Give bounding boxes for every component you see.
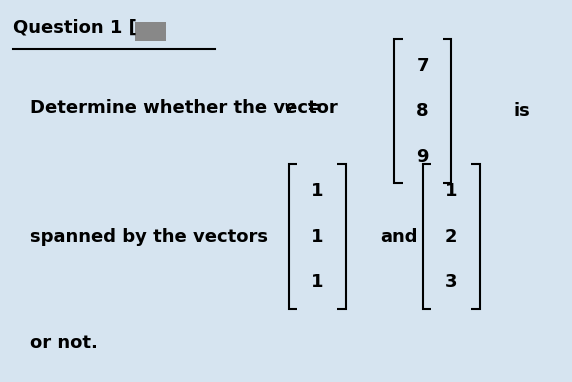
Text: 3: 3 <box>445 273 458 291</box>
Text: 9: 9 <box>416 148 429 166</box>
Text: Question 1 [: Question 1 [ <box>13 19 137 37</box>
Text: =: = <box>306 99 321 117</box>
Text: 1: 1 <box>311 228 324 246</box>
Text: 7: 7 <box>416 57 429 75</box>
FancyBboxPatch shape <box>135 22 166 41</box>
Text: spanned by the vectors: spanned by the vectors <box>30 228 268 246</box>
Text: and: and <box>380 228 418 246</box>
Text: or not.: or not. <box>30 334 98 352</box>
Text: Determine whether the vector: Determine whether the vector <box>30 99 344 117</box>
Text: 1: 1 <box>311 182 324 200</box>
Text: $v$: $v$ <box>283 99 296 117</box>
Text: 1: 1 <box>311 273 324 291</box>
Text: is: is <box>514 102 530 120</box>
Text: 8: 8 <box>416 102 429 120</box>
Text: 2: 2 <box>445 228 458 246</box>
Text: 1: 1 <box>445 182 458 200</box>
